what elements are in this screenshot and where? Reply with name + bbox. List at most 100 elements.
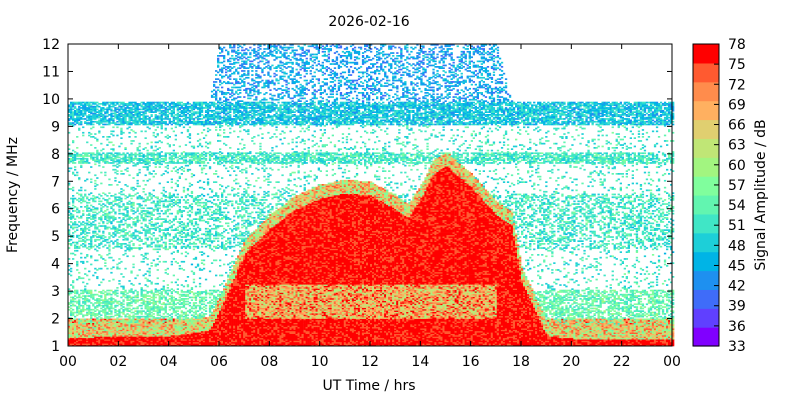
heatmap-cell [82, 101, 85, 104]
heatmap-cell [138, 318, 141, 321]
heatmap-cell [158, 112, 161, 115]
heatmap-cell [158, 166, 161, 168]
heatmap-cell [156, 326, 159, 329]
heatmap-cell [176, 319, 179, 322]
heatmap-cell [196, 314, 200, 317]
heatmap-cell [156, 289, 159, 292]
heatmap-cell [154, 265, 157, 267]
heatmap-cell [70, 291, 73, 293]
heatmap-cell [102, 311, 105, 314]
heatmap-cell [130, 101, 133, 104]
heatmap-cell [88, 324, 91, 326]
heatmap-cell [102, 166, 105, 168]
heatmap-cell [114, 328, 117, 330]
heatmap-cell [174, 319, 177, 322]
heatmap-cell [162, 322, 165, 325]
heatmap-cell [162, 339, 165, 341]
heatmap-cell [138, 114, 141, 116]
heatmap-cell [82, 341, 85, 344]
heatmap-cell [134, 322, 137, 325]
heatmap-cell [184, 178, 188, 181]
heatmap-cell [164, 310, 167, 312]
heatmap-cell [112, 236, 115, 238]
heatmap-cell [146, 314, 149, 317]
heatmap-cell [82, 236, 85, 238]
heatmap-cell [186, 112, 190, 115]
heatmap-cell [96, 208, 99, 211]
heatmap-cell [116, 339, 119, 341]
heatmap-cell [84, 324, 87, 326]
heatmap-cell [158, 244, 161, 247]
heatmap-cell [156, 340, 159, 343]
heatmap-cell [130, 336, 133, 339]
heatmap-cell [74, 319, 77, 322]
heatmap-cell [186, 245, 190, 248]
heatmap-cell [198, 299, 202, 301]
heatmap-cell [152, 293, 155, 296]
heatmap-cell [146, 160, 149, 163]
heatmap-cell [74, 328, 77, 330]
heatmap-cell [78, 300, 81, 303]
heatmap-cell [82, 109, 85, 112]
heatmap-cell [124, 319, 127, 322]
heatmap-cell [188, 339, 192, 341]
heatmap-cell [142, 114, 145, 116]
heatmap-cell [188, 325, 192, 328]
heatmap-cell [70, 302, 73, 304]
heatmap-cell [120, 129, 123, 131]
heatmap-cell [124, 252, 127, 255]
heatmap-cell [150, 152, 153, 155]
heatmap-cell [110, 321, 113, 323]
heatmap-cell [162, 186, 165, 189]
heatmap-cell [74, 332, 77, 334]
heatmap-cell [112, 328, 115, 330]
heatmap-cell [170, 263, 173, 266]
heatmap-cell [180, 156, 183, 159]
heatmap-cell [156, 314, 159, 317]
heatmap-cell [170, 281, 173, 284]
heatmap-cell [178, 218, 181, 220]
heatmap-cell [82, 157, 85, 160]
heatmap-cell [176, 196, 179, 199]
heatmap-cell [152, 227, 155, 230]
heatmap-cell [170, 307, 173, 310]
heatmap-cell [80, 101, 83, 104]
heatmap-cell [120, 335, 123, 337]
heatmap-cell [140, 159, 143, 161]
heatmap-cell [90, 330, 93, 333]
heatmap-cell [106, 217, 109, 219]
heatmap-cell [176, 193, 179, 196]
heatmap-cell [106, 201, 109, 204]
heatmap-cell [104, 171, 107, 174]
heatmap-cell [98, 321, 101, 323]
heatmap-cell [88, 289, 91, 292]
heatmap-cell [166, 109, 169, 112]
heatmap-cell [156, 245, 159, 248]
heatmap-cell [146, 166, 149, 168]
heatmap-cell [72, 340, 75, 343]
heatmap-cell [96, 196, 99, 199]
heatmap-cell [144, 337, 147, 340]
heatmap-cell [162, 111, 165, 113]
heatmap-cell [84, 189, 87, 192]
heatmap-cell [184, 116, 188, 119]
heatmap-cell [78, 311, 81, 314]
heatmap-cell [106, 227, 109, 230]
heatmap-cell [100, 115, 103, 118]
heatmap-cell [72, 210, 75, 212]
heatmap-cell [94, 248, 97, 251]
heatmap-cell [110, 267, 113, 270]
heatmap-cell [156, 203, 159, 205]
heatmap-cell [186, 326, 190, 329]
heatmap-cell [76, 111, 79, 113]
heatmap-cell [96, 313, 99, 315]
heatmap-cell [166, 337, 169, 340]
heatmap-cell [144, 108, 147, 111]
heatmap-cell [124, 156, 127, 159]
heatmap-cell [104, 240, 107, 242]
heatmap-cell [104, 204, 107, 207]
heatmap-cell [102, 126, 105, 129]
heatmap-cell [130, 332, 133, 334]
heatmap-cell [72, 313, 75, 315]
heatmap-cell [134, 104, 137, 107]
